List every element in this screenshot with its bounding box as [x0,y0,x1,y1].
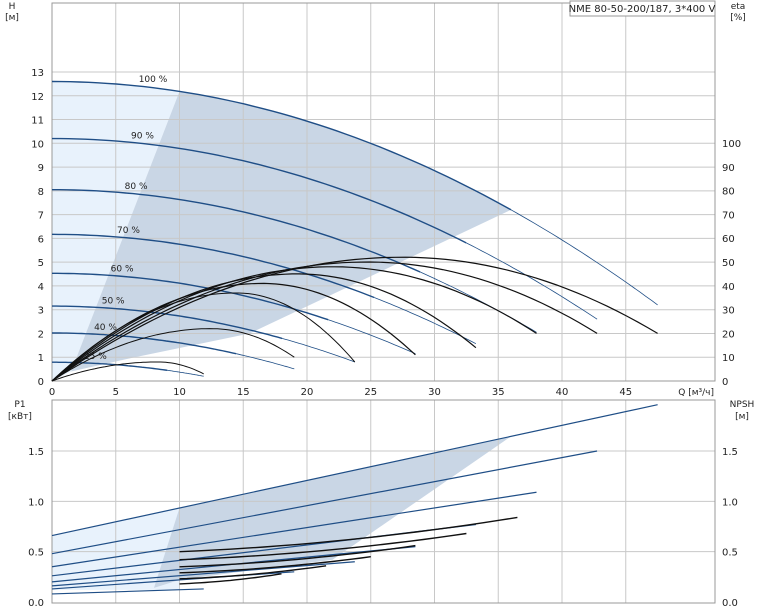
head-curve-1 [52,137,467,244]
y-tick-11: 11 [31,116,44,127]
y2-tick-1: 10 [722,353,735,364]
npsh-tick-0: 0.0 [722,598,738,609]
y-tick-8: 8 [38,187,44,198]
title-box [569,0,716,17]
npsh-curve-4 [179,565,327,580]
y-tick-4: 4 [38,282,44,293]
y2-tick-2: 20 [722,329,735,340]
y2-label-name: eta [731,2,746,12]
npsh-tick-2: 1.0 [722,497,738,508]
y-tick-10: 10 [31,139,44,150]
y2-tick-6: 60 [722,234,735,245]
y-tick-5: 5 [38,258,44,269]
x-tick-7: 35 [492,387,505,398]
x-axis-label: Q [м³/ч] [678,388,714,398]
chart-title: NME 80-50-200/187, 3*400 V [569,4,716,15]
head-curve-tail-6 [236,353,295,370]
p1-tick-0: 0.0 [28,598,44,609]
npsh-tick-3: 1.5 [722,447,738,458]
y2-tick-0: 0 [722,377,728,388]
head-curve-tail-0 [510,209,658,306]
y-tick-6: 6 [38,234,44,245]
head-curve-0 [51,80,512,211]
y2-tick-7: 70 [722,210,735,221]
x-tick-6: 30 [428,387,441,398]
power-curve-7 [51,588,204,595]
y-tick-0: 0 [38,377,44,388]
npsh-label-unit: [м] [735,412,749,422]
efficiency-curve-0 [51,256,658,382]
x-tick-5: 25 [364,387,377,398]
y-label-unit: [м] [5,13,19,23]
power-curve-1 [51,450,598,555]
efficiency-curve-6 [51,328,295,382]
speed-label-2: 80 % [125,182,148,192]
speed-label-1: 90 % [131,131,154,141]
head-curve-tail-2 [420,271,537,333]
speed-label-3: 70 % [117,226,140,236]
x-tick-2: 10 [173,387,186,398]
p1-tick-2: 1.0 [28,497,44,508]
head-curve-7 [52,361,168,371]
x-tick-1: 5 [113,387,119,398]
head-curve-tail-3 [374,297,477,345]
y2-tick-4: 40 [722,282,735,293]
x-tick-3: 15 [237,387,250,398]
head-curve-tail-1 [466,242,598,320]
y-tick-7: 7 [38,211,44,222]
y-tick-1: 1 [38,353,44,364]
y2-label-unit: [%] [730,13,746,23]
head-curve-2 [52,188,421,273]
p1-label-unit: [кВт] [8,412,32,422]
p1-label-name: P1 [14,400,25,410]
p1-tick-3: 1.5 [28,447,44,458]
speed-label-4: 60 % [111,264,134,274]
power-curve-5 [51,561,355,587]
head-curve-tail-4 [328,319,416,355]
head-curve-4 [52,272,329,321]
y2-tick-5: 50 [722,258,735,269]
efficiency-curve-1 [51,261,598,382]
y2-tick-9: 90 [722,163,735,174]
efficiency-curve-5 [51,292,356,382]
top-plot-frame [51,2,716,382]
y2-tick-3: 30 [722,306,735,317]
npsh-label-name: NPSH [730,400,755,410]
y2-tick-8: 80 [722,187,735,198]
x-tick-8: 40 [556,387,569,398]
npsh-curve-3 [179,556,371,574]
y-tick-12: 12 [31,92,44,103]
y-tick-2: 2 [38,329,44,340]
y-tick-3: 3 [38,306,44,317]
head-curve-5 [52,305,283,340]
efficiency-curve-7 [51,361,204,382]
efficiency-curve-2 [51,266,537,382]
speed-label-5: 50 % [102,297,125,307]
head-curve-3 [51,233,375,299]
npsh-curve-1 [179,532,467,561]
efficiency-curve-3 [51,273,477,382]
speed-label-0: 100 % [139,75,168,85]
head-curve-tail-7 [167,369,204,377]
y-tick-13: 13 [31,68,44,79]
npsh-tick-1: 0.5 [722,548,738,559]
npsh-curve-0 [179,516,518,553]
npsh-curve-2 [179,544,416,568]
head-curve-tail-5 [281,338,355,363]
y2-tick-10: 100 [722,139,741,150]
npsh-curve-5 [179,573,282,585]
x-tick-9: 45 [619,387,632,398]
bottom-plot-frame [51,399,716,604]
y-label-name: H [9,2,16,12]
p1-tick-1: 0.5 [28,548,44,559]
x-tick-0: 0 [49,387,55,398]
power-curve-0 [51,404,658,537]
power-curve-2 [51,491,537,568]
x-tick-4: 20 [301,387,314,398]
speed-label-6: 40 % [94,323,117,333]
y-tick-9: 9 [38,163,44,174]
